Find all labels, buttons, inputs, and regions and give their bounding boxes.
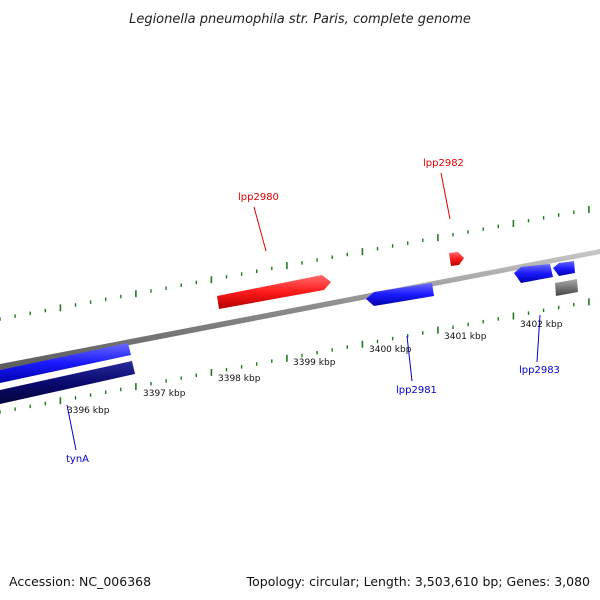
gene-label-lpp2982[interactable]: lpp2982 — [423, 158, 464, 169]
leader-line-lpp2980 — [253, 206, 267, 252]
tick-label-3396: 3396 kbp — [67, 406, 110, 416]
tick-label-3398: 3398 kbp — [218, 374, 261, 384]
leader-line-tynA — [66, 404, 77, 451]
feature-gray[interactable] — [555, 279, 578, 296]
leader-line-lpp2983 — [536, 314, 541, 363]
tick-label-3401: 3401 kbp — [444, 332, 487, 342]
leader-line-lpp2982 — [440, 172, 451, 220]
leader-line-lpp2981 — [406, 335, 413, 382]
gene-arrow-lpp2980[interactable] — [217, 275, 331, 309]
tick-label-3400: 3400 kbp — [369, 345, 412, 355]
gene-bar-tynA-neighbor[interactable] — [0, 361, 135, 404]
map-title: Legionella pneumophila str. Paris, compl… — [129, 12, 471, 27]
gene-arrow-lpp2984[interactable] — [553, 261, 575, 276]
gene-arrow-lpp2981[interactable] — [366, 283, 434, 306]
gene-label-lpp2980[interactable]: lpp2980 — [238, 192, 279, 203]
forward-tick-track — [0, 206, 590, 321]
genome-summary-text: Topology: circular; Length: 3,503,610 bp… — [246, 574, 590, 589]
tick-label-3397: 3397 kbp — [143, 389, 186, 399]
gene-label-lpp2983[interactable]: lpp2983 — [519, 365, 560, 376]
tick-label-3399: 3399 kbp — [293, 358, 336, 368]
gene-label-tynA[interactable]: tynA — [66, 454, 89, 465]
tick-label-3402: 3402 kbp — [520, 320, 563, 330]
gene-arrow-lpp2983[interactable] — [514, 264, 553, 283]
gene-arrow-lpp2982[interactable] — [449, 252, 464, 266]
genome-backbone — [0, 249, 600, 370]
reverse-tick-track — [0, 298, 590, 414]
gene-label-lpp2981[interactable]: lpp2981 — [396, 385, 437, 396]
gene-bar-tynA[interactable] — [0, 343, 131, 383]
accession-text: Accession: NC_006368 — [9, 574, 151, 589]
